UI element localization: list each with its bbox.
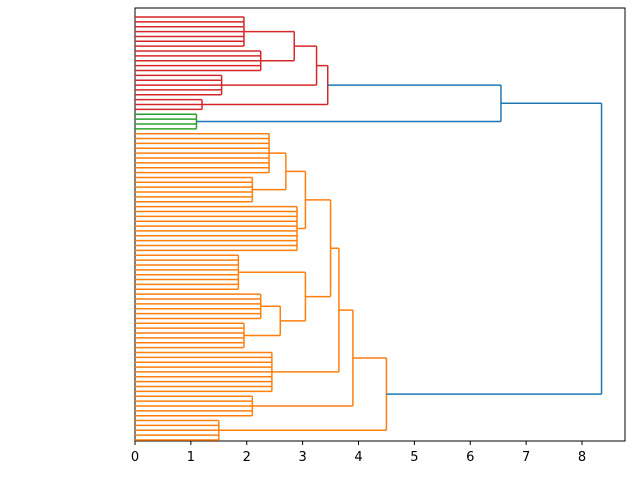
x-tick-label: 5 [410,450,418,465]
x-tick-label: 8 [578,450,586,465]
x-tick-label: 0 [131,450,139,465]
x-tick-label: 7 [522,450,530,465]
x-tick-label: 6 [466,450,474,465]
x-tick-label: 2 [243,450,251,465]
x-tick-label: 4 [354,450,362,465]
plot-frame [134,7,626,442]
x-tick-label: 3 [298,450,306,465]
x-tick-label: 1 [187,450,195,465]
